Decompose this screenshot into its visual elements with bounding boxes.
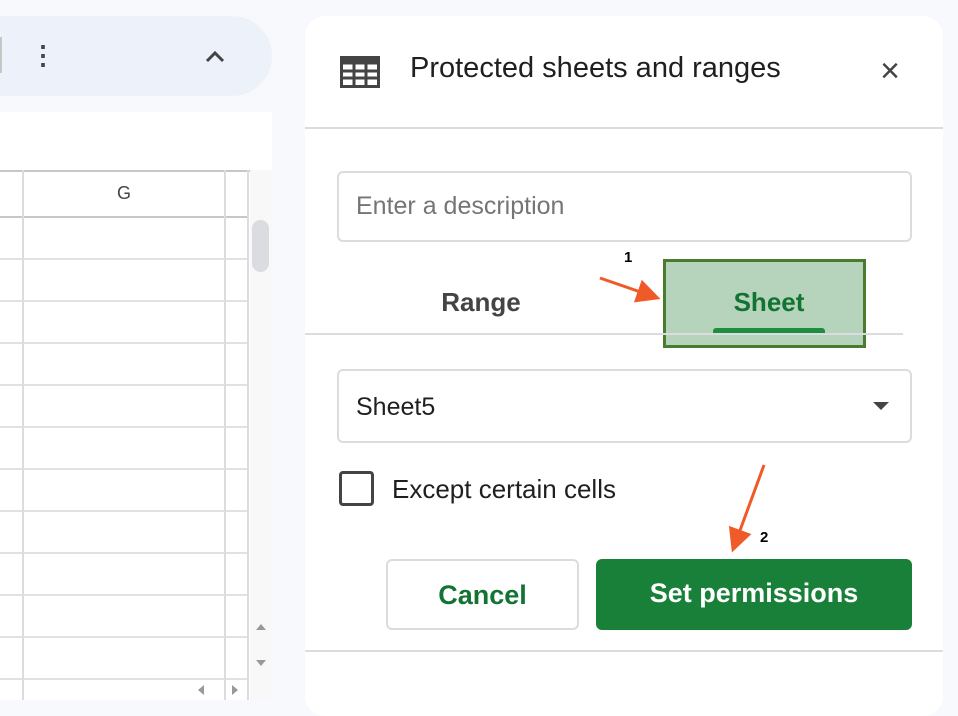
dropdown-arrow-icon[interactable] xyxy=(873,402,889,410)
arrow-1 xyxy=(599,276,661,303)
scroll-down-icon[interactable] xyxy=(256,660,266,666)
scroll-right-icon[interactable] xyxy=(232,685,238,695)
chevron-up-icon[interactable] xyxy=(200,42,230,72)
sheet-select[interactable]: Sheet5 xyxy=(337,369,912,443)
tab-sheet[interactable]: Sheet xyxy=(733,287,805,317)
annotation-arrows xyxy=(599,276,766,553)
toolbar xyxy=(0,16,272,96)
arrow-2 xyxy=(728,464,766,553)
active-tab-indicator xyxy=(713,328,825,334)
close-icon[interactable]: × xyxy=(880,52,900,90)
scroll-left-icon[interactable] xyxy=(198,685,204,695)
panel-title: Protected sheets and ranges xyxy=(410,52,781,84)
scroll-up-icon[interactable] xyxy=(256,624,266,630)
footer-divider xyxy=(305,650,943,652)
annotation-label-1: 1 xyxy=(624,249,633,266)
tabs-divider xyxy=(305,333,903,335)
except-cells-checkbox[interactable] xyxy=(339,471,374,506)
cancel-button[interactable]: Cancel xyxy=(386,559,579,630)
description-input[interactable] xyxy=(337,171,912,242)
except-cells-label[interactable]: Except certain cells xyxy=(392,474,616,504)
more-vert-icon[interactable]: ⋮ xyxy=(30,40,56,70)
header-divider xyxy=(305,127,943,129)
annotation-label-2: 2 xyxy=(760,529,769,546)
set-permissions-button[interactable]: Set permissions xyxy=(596,559,912,630)
toolbar-divider xyxy=(0,37,2,73)
table-icon xyxy=(340,56,380,88)
vertical-scrollbar[interactable] xyxy=(250,170,272,700)
sheet-select-value: Sheet5 xyxy=(356,393,436,421)
tab-range[interactable]: Range xyxy=(441,287,521,317)
spreadsheet-grid[interactable]: G xyxy=(0,112,272,700)
column-header-g[interactable]: G xyxy=(116,183,131,203)
scrollbar-thumb[interactable] xyxy=(252,220,269,272)
